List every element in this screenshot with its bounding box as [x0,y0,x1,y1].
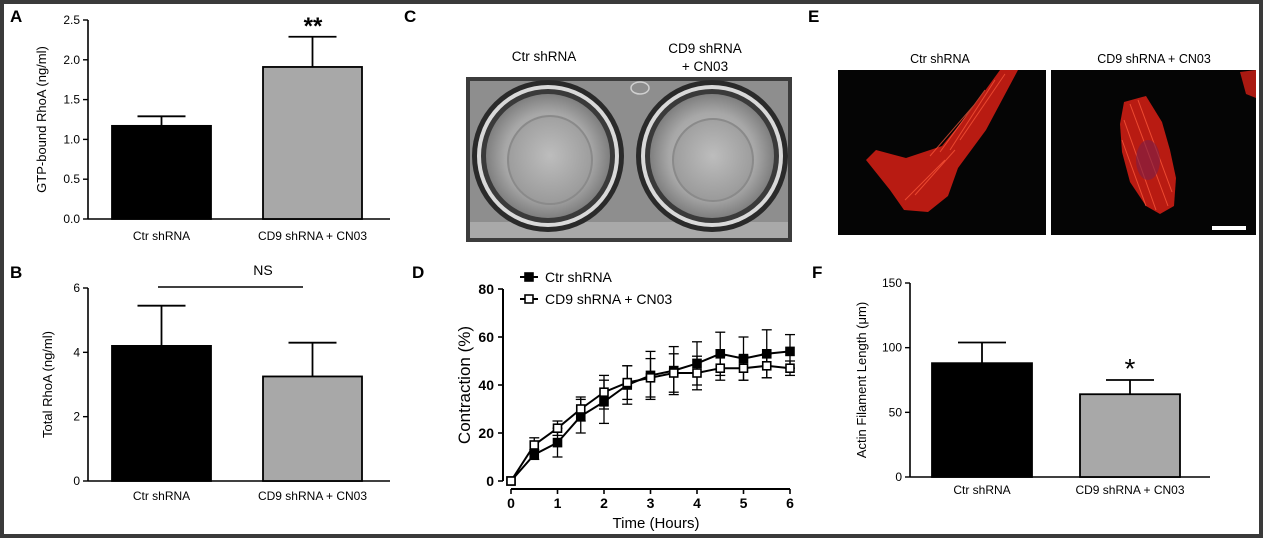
well-left-gel [507,115,593,205]
data-point [692,368,702,378]
data-point [575,404,586,414]
data-point [599,387,609,398]
y-axis-label: Actin Filament Length (μm) [854,302,869,458]
panel-letter-a: A [10,7,22,26]
well-plate-mark [630,81,650,95]
panel-letter-f: F [812,263,822,282]
chart-a-gtp-rhoa: 0.0 0.5 1.0 1.5 2.0 2.5 GTP-bound RhoA (ng/ml)… [34,13,390,243]
y-tick-label: 100 [882,341,902,355]
panel-c-gel-photo: Ctr shRNA CD9 shRNA + CN03 [466,41,792,242]
y-tick-label: 1.0 [63,132,80,146]
data-point [715,363,726,374]
y-tick-label: 6 [73,281,80,295]
x-tick-label: 6 [786,495,794,511]
significance-annotation: NS [253,262,272,278]
significance-annotation: * [1125,353,1136,384]
y-tick-label: 0 [895,470,902,484]
y-tick-label: 2.0 [63,53,80,67]
y-tick-label: 4 [73,345,80,359]
panel-c-label-ctr: Ctr shRNA [512,49,577,64]
bar-cd9-shrna-cn03 [262,375,363,482]
bar-ctr-shrna [111,344,212,482]
data-point [738,363,749,374]
y-tick-label: 150 [882,276,902,290]
data-point [785,363,795,374]
y-tick-label: 0 [73,474,80,488]
actin-cell-ctr [866,70,1018,212]
x-tick-label: 5 [740,495,748,511]
panel-c-label-cd9-line2: + CN03 [682,59,728,74]
panel-letter-b: B [10,263,22,282]
x-tick-label: 4 [693,495,701,511]
y-tick-label: 0 [486,473,494,489]
y-axis-label: Total RhoA (ng/ml) [40,331,55,438]
legend-label: Ctr shRNA [545,269,613,285]
panel-c-label-cd9-line1: CD9 shRNA [668,41,742,56]
y-axis-label: GTP-bound RhoA (ng/ml) [34,46,49,193]
actin-cell-cd9 [1120,70,1256,214]
well-right-gel [672,118,754,202]
bar-cd9-shrna-cn03 [1079,393,1181,478]
panel-letter-d: D [412,263,424,282]
chart-f-actin-length: 0 50 100 150 Actin Filament Length (μm) Ctr s… [854,276,1210,497]
chart-b-total-rhoa: 0 2 4 6 Total RhoA (ng/ml) Ctr shRNA CD9 shRNA… [40,262,390,503]
data-point [529,440,540,450]
panel-e-label-cd9: CD9 shRNA + CN03 [1097,52,1211,66]
y-tick-label: 2.5 [63,13,80,27]
data-point [785,346,795,357]
data-point [645,372,656,383]
y-tick-label: 80 [478,281,494,297]
y-tick-label: 40 [478,377,494,393]
x-tick-label: 1 [554,495,562,511]
panel-letter-c: C [404,7,416,26]
y-tick-label: 20 [478,425,494,441]
data-point [506,476,516,486]
y-axis-label: Contraction (%) [455,326,474,444]
well-left [472,80,624,232]
x-category-label: Ctr shRNA [953,483,1010,497]
bar-cd9-shrna-cn03 [262,66,363,220]
significance-annotation: ** [304,13,323,40]
chart-d-contraction: 0 20 40 60 80 0 1 2 3 4 5 6 Time (Hours) Contraction … [455,269,795,532]
data-point [552,423,563,434]
panel-letter-e: E [808,7,819,26]
data-point [761,360,772,371]
well-right [636,80,788,232]
y-tick-label: 0.5 [63,172,80,186]
panel-e-actin-images: Ctr shRNA CD9 shRNA + CN03 [838,52,1256,235]
y-tick-label: 50 [889,405,903,419]
scale-bar [1212,226,1246,230]
y-tick-label: 1.5 [63,93,80,107]
y-tick-label: 0.0 [63,212,80,226]
x-category-label: Ctr shRNA [133,489,190,503]
legend-marker [524,272,534,282]
x-tick-label: 2 [600,495,608,511]
panel-e-label-ctr: Ctr shRNA [910,52,970,66]
legend-marker [524,294,534,304]
y-tick-label: 2 [73,410,80,424]
x-axis-label: Time (Hours) [613,515,700,532]
x-category-label: CD9 shRNA + CN03 [258,229,367,243]
data-point [622,377,633,388]
x-tick-label: 3 [647,495,655,511]
x-category-label: CD9 shRNA + CN03 [258,489,367,503]
bar-ctr-shrna [931,362,1033,478]
legend-label: CD9 shRNA + CN03 [545,291,672,307]
bar-ctr-shrna [111,124,212,220]
x-category-label: CD9 shRNA + CN03 [1075,483,1184,497]
data-point [552,437,563,448]
y-tick-label: 60 [478,329,494,345]
data-point [668,368,679,378]
x-tick-label: 0 [507,495,515,511]
x-category-label: Ctr shRNA [133,229,190,243]
